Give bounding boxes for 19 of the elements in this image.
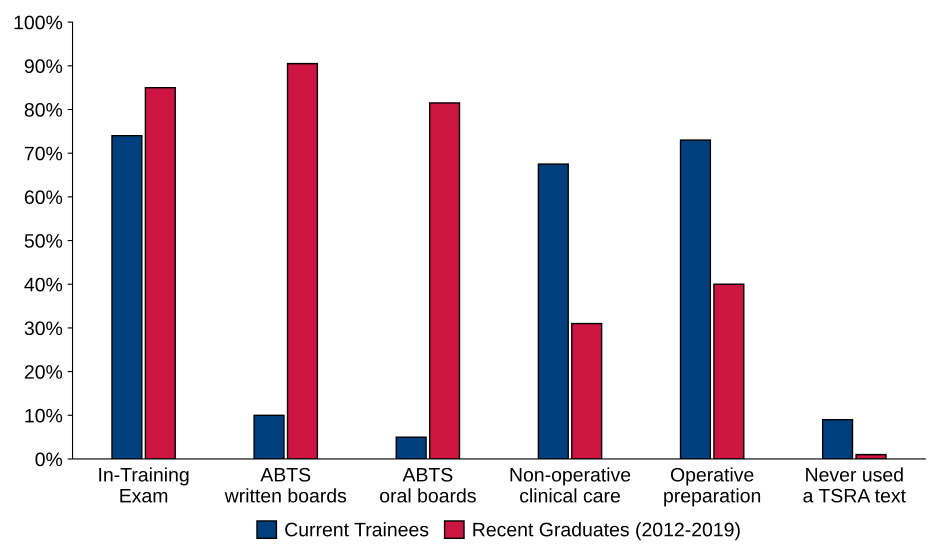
y-tick-label: 0% xyxy=(35,452,62,466)
y-tick-label: 50% xyxy=(24,234,62,248)
x-tick-label: Non-operative clinical care xyxy=(510,467,630,503)
legend-label: Current Trainees xyxy=(285,522,428,536)
y-tick-label: 80% xyxy=(24,102,62,117)
x-tick-label: Operative preparation xyxy=(664,467,760,506)
x-tick-label: In-Training Exam xyxy=(99,467,188,503)
x-tick-label: ABTS written boards xyxy=(224,468,346,503)
y-tick-label: 40% xyxy=(24,278,62,292)
y-tick-label: 20% xyxy=(24,365,62,379)
y-tick-label: 90% xyxy=(24,59,62,74)
y-tick-label: 100% xyxy=(14,16,62,30)
y-tick-label: 60% xyxy=(24,190,62,204)
legend-label: Recent Graduates (2012-2019) xyxy=(473,522,740,540)
x-tick-label: Never used a TSRA text xyxy=(803,467,906,503)
x-tick-label: ABTS oral boards xyxy=(380,468,476,503)
y-tick-label: 30% xyxy=(24,321,62,336)
y-tick-label: 70% xyxy=(24,146,62,160)
y-tick-label: 10% xyxy=(25,408,62,423)
